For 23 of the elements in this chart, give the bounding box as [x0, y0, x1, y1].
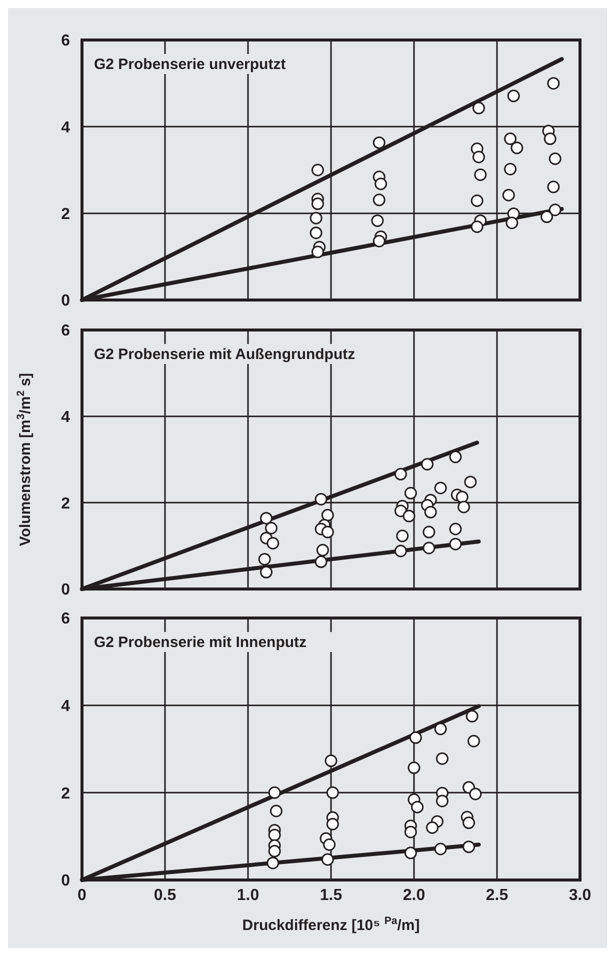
y-tick-label: 2: [61, 206, 70, 223]
y-tick-label: 6: [61, 610, 70, 628]
x-tick-label: 2.5: [486, 887, 508, 904]
text: G2 Probenserie mit Außengrundputz: [94, 346, 356, 363]
y-tick-label: 6: [61, 322, 70, 340]
text: G2 Probenserie mit Innenputz: [94, 634, 307, 651]
y-tick-label: 0: [61, 872, 70, 890]
y-tick-label: 4: [61, 408, 70, 426]
x-tick-label: 1.5: [320, 887, 342, 904]
text: G2 Probenserie unverputzt: [94, 56, 286, 73]
y-tick-label: 4: [61, 698, 70, 715]
x-tick-label: 3.0: [568, 887, 592, 904]
x-tick-label: 0.5: [154, 887, 176, 904]
x-tick-label: 1.0: [236, 887, 260, 904]
y-tick-label: 2: [61, 785, 70, 802]
y-tick-label: 4: [61, 119, 70, 136]
x-tick-label: 2.0: [402, 887, 426, 904]
y-tick-label: 0: [61, 582, 70, 599]
y-tick-label: 6: [61, 32, 70, 50]
y-tick-label: 0: [61, 292, 70, 310]
x-tick-label: 0: [78, 887, 87, 904]
x-axis-title: Druckdifferenz [10⁵ $^{Pa}$/m]: [242, 915, 420, 934]
y-tick-label: 2: [61, 495, 70, 512]
